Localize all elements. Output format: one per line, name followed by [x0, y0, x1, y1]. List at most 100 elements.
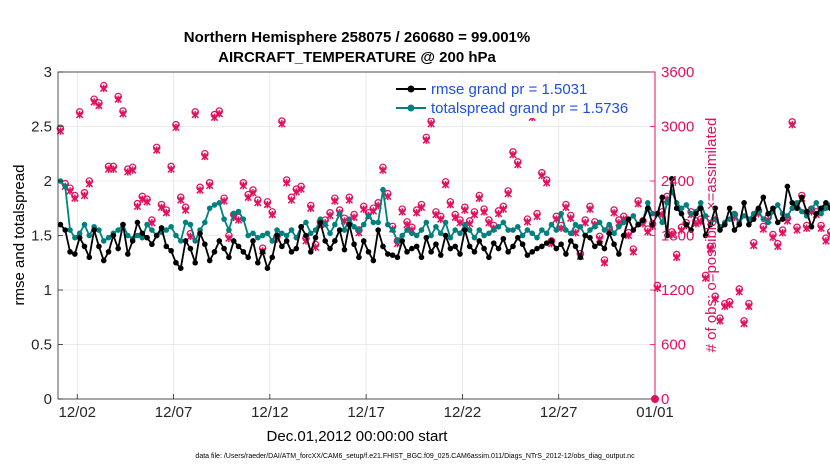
obs-assimilated-point: [167, 165, 175, 173]
rmse-point: [462, 227, 468, 233]
totalspread-point: [240, 216, 247, 222]
totalspread-point: [206, 205, 213, 212]
rmse-point: [298, 223, 304, 230]
rmse-point: [269, 254, 276, 261]
obs-assimilated-point: [774, 242, 782, 251]
rmse-point: [437, 252, 444, 258]
rmse-point: [125, 251, 131, 257]
totalspread-point: [505, 227, 511, 233]
obs-assimilated-point: [234, 216, 243, 224]
rmse-point: [182, 238, 189, 244]
obs-assimilated-point: [133, 202, 142, 211]
legend-rmse-label: rmse grand pr = 1.5031: [431, 81, 587, 98]
obs-assimilated-point: [191, 110, 199, 119]
obs-assimilated-point: [71, 194, 79, 202]
rmse-point: [611, 241, 617, 248]
obs-assimilated-point: [701, 274, 710, 282]
obs-assimilated-point: [124, 168, 132, 176]
rmse-point: [322, 238, 329, 244]
totalspread-point: [442, 219, 449, 226]
obs-assimilated-point: [624, 231, 633, 240]
totalspread-point: [481, 232, 487, 239]
obs-assimilated-point: [172, 123, 180, 132]
rmse-point: [380, 243, 386, 250]
totalspread-point: [524, 227, 531, 233]
rmse-point: [697, 205, 704, 212]
obs-assimilated-point: [138, 195, 146, 203]
rmse-point: [105, 249, 112, 255]
rmse-point: [495, 245, 502, 252]
y-axis-right-label: # of obs: o=possible; ×=assimilated: [703, 118, 720, 353]
obs-assimilated-point: [769, 233, 777, 242]
rmse-point: [510, 243, 516, 250]
totalspread-point: [332, 221, 338, 228]
totalspread-point: [279, 230, 285, 237]
obs-assimilated-point: [427, 120, 435, 128]
obs-assimilated-point: [461, 206, 469, 214]
rmse-point: [303, 232, 309, 239]
obs-assimilated-point: [422, 136, 431, 144]
rmse-point: [211, 249, 218, 255]
totalspread-point: [529, 230, 536, 237]
rmse-point: [784, 183, 791, 190]
totalspread-point: [471, 234, 478, 241]
rmse-point: [168, 247, 174, 254]
obs-assimilated-point: [745, 302, 753, 311]
rmse-point: [582, 232, 588, 239]
obs-assimilated-point: [100, 84, 108, 93]
totalspread-point: [341, 227, 348, 233]
obs-assimilated-point: [533, 212, 541, 221]
totalspread-point: [659, 219, 666, 226]
obs-assimilated-point: [326, 211, 334, 220]
rmse-point: [625, 216, 632, 222]
rmse-point: [649, 221, 656, 228]
rmse-point: [57, 221, 64, 228]
obs-assimilated-point: [282, 179, 291, 187]
rmse-point: [341, 246, 348, 253]
totalspread-point: [96, 227, 102, 233]
rmse-point: [288, 249, 295, 255]
rmse-point: [640, 217, 646, 224]
rmse-point: [384, 251, 391, 257]
obs-assimilated-point: [672, 253, 681, 262]
totalspread-point: [702, 213, 709, 219]
rmse-point: [587, 234, 593, 241]
rmse-point: [471, 249, 478, 255]
rmse-point: [572, 243, 579, 250]
rmse-point: [428, 249, 434, 255]
obs-assimilated-point: [571, 229, 580, 237]
rmse-point: [346, 221, 353, 228]
rmse-point: [67, 249, 73, 255]
obs-assimilated-point: [268, 210, 276, 219]
rmse-point: [139, 230, 146, 237]
y-right-tick-label: 3600: [661, 64, 694, 81]
rmse-point: [558, 241, 564, 248]
totalspread-point: [519, 232, 526, 239]
rmse-point: [519, 241, 526, 248]
totalspread-point: [644, 200, 651, 206]
rmse-point: [149, 241, 155, 248]
totalspread-point: [572, 221, 579, 228]
obs-assimilated-point: [504, 189, 512, 198]
obs-assimilated-point: [417, 203, 426, 212]
rmse-point: [620, 232, 627, 239]
obs-assimilated-point: [215, 110, 224, 118]
rmse-point: [524, 252, 531, 258]
totalspread-point: [177, 238, 184, 244]
y-left-tick-label: 0: [44, 391, 52, 408]
totalspread-point: [760, 216, 767, 222]
obs-assimilated-point: [523, 218, 532, 226]
obs-assimilated-point: [287, 196, 296, 204]
obs-assimilated-point: [725, 300, 734, 309]
y-axis-left-label: rmse and totalspread: [11, 165, 28, 306]
obs-assimilated-point: [196, 186, 204, 194]
rmse-point: [293, 245, 300, 252]
totalspread-point: [486, 230, 492, 237]
rmse-point: [100, 257, 107, 264]
obs-assimilated-point: [542, 179, 551, 187]
totalspread-point: [168, 223, 174, 230]
obs-assimilated-point: [239, 181, 248, 190]
rmse-point: [683, 221, 690, 228]
totalspread-point: [799, 208, 805, 215]
obs-assimilated-point: [379, 166, 387, 174]
